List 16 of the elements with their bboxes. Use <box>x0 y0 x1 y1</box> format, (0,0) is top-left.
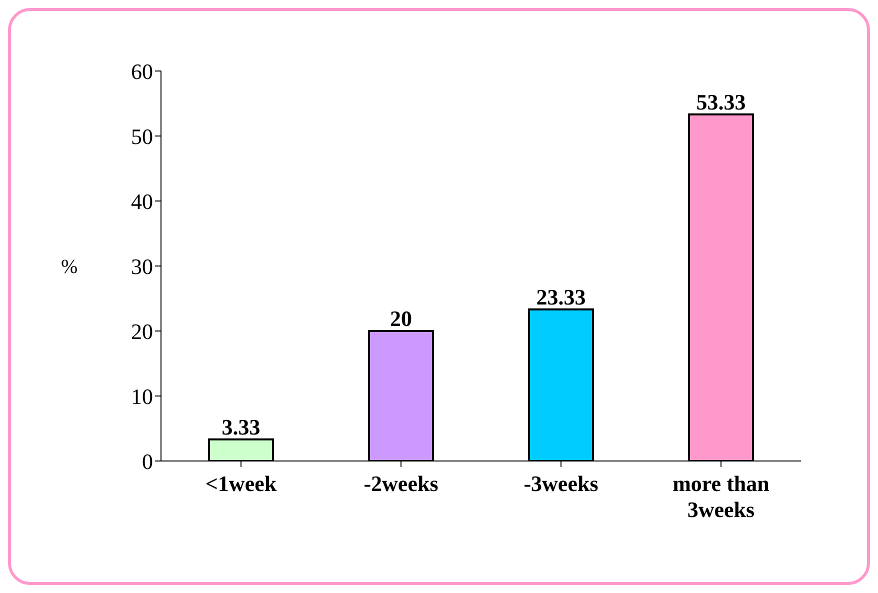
y-tick-label: 60 <box>131 58 153 84</box>
y-tick-label: 0 <box>142 448 153 474</box>
data-label: 20 <box>390 306 412 331</box>
y-tick-label: 30 <box>131 254 153 279</box>
y-tick-label: 50 <box>131 124 153 149</box>
x-tick-label: -3weeks <box>524 471 599 496</box>
data-label: 3.33 <box>222 414 260 440</box>
y-tick-label: 40 <box>131 188 153 214</box>
x-tick-label: more than 3weeks <box>672 471 770 522</box>
y-tick-label: 20 <box>131 318 153 344</box>
y-axis-title: % <box>61 256 78 278</box>
data-label: 53.33 <box>696 89 746 114</box>
x-tick-label: -2weeks <box>364 471 439 496</box>
data-label: 23.33 <box>536 284 586 310</box>
y-tick-label: 10 <box>131 384 153 409</box>
x-tick-label: <1week <box>205 471 278 496</box>
